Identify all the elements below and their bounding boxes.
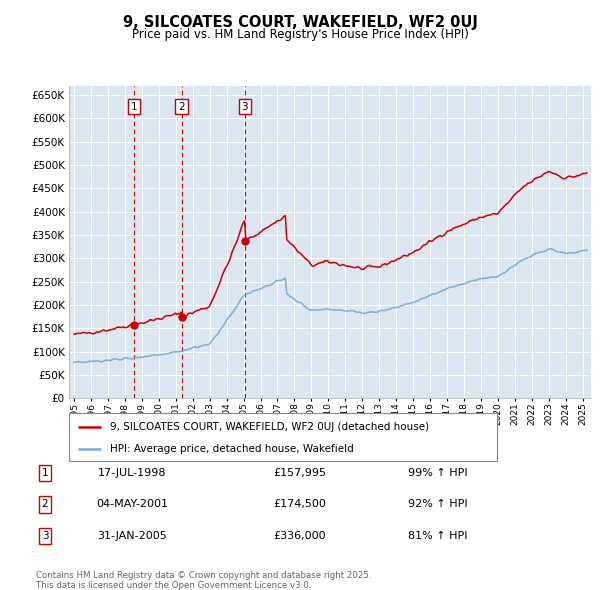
Text: 17-JUL-1998: 17-JUL-1998 xyxy=(98,468,166,478)
Text: 2: 2 xyxy=(41,500,49,509)
Text: 99% ↑ HPI: 99% ↑ HPI xyxy=(408,468,467,478)
Text: 2: 2 xyxy=(178,101,185,112)
Text: Contains HM Land Registry data © Crown copyright and database right 2025.: Contains HM Land Registry data © Crown c… xyxy=(36,571,371,580)
Text: £336,000: £336,000 xyxy=(274,531,326,540)
Text: 31-JAN-2005: 31-JAN-2005 xyxy=(97,531,167,540)
Text: 1: 1 xyxy=(131,101,137,112)
Text: 92% ↑ HPI: 92% ↑ HPI xyxy=(408,500,467,509)
Text: Price paid vs. HM Land Registry's House Price Index (HPI): Price paid vs. HM Land Registry's House … xyxy=(131,28,469,41)
Text: 3: 3 xyxy=(242,101,248,112)
Text: 81% ↑ HPI: 81% ↑ HPI xyxy=(408,531,467,540)
Text: £157,995: £157,995 xyxy=(274,468,326,478)
Text: 9, SILCOATES COURT, WAKEFIELD, WF2 0UJ (detached house): 9, SILCOATES COURT, WAKEFIELD, WF2 0UJ (… xyxy=(110,421,429,431)
Text: This data is licensed under the Open Government Licence v3.0.: This data is licensed under the Open Gov… xyxy=(36,581,311,589)
Text: 9, SILCOATES COURT, WAKEFIELD, WF2 0UJ: 9, SILCOATES COURT, WAKEFIELD, WF2 0UJ xyxy=(122,15,478,30)
Text: 3: 3 xyxy=(41,531,49,540)
Text: £174,500: £174,500 xyxy=(274,500,326,509)
Text: HPI: Average price, detached house, Wakefield: HPI: Average price, detached house, Wake… xyxy=(110,444,353,454)
Text: 1: 1 xyxy=(41,468,49,478)
Text: 04-MAY-2001: 04-MAY-2001 xyxy=(96,500,168,509)
FancyBboxPatch shape xyxy=(69,413,497,461)
